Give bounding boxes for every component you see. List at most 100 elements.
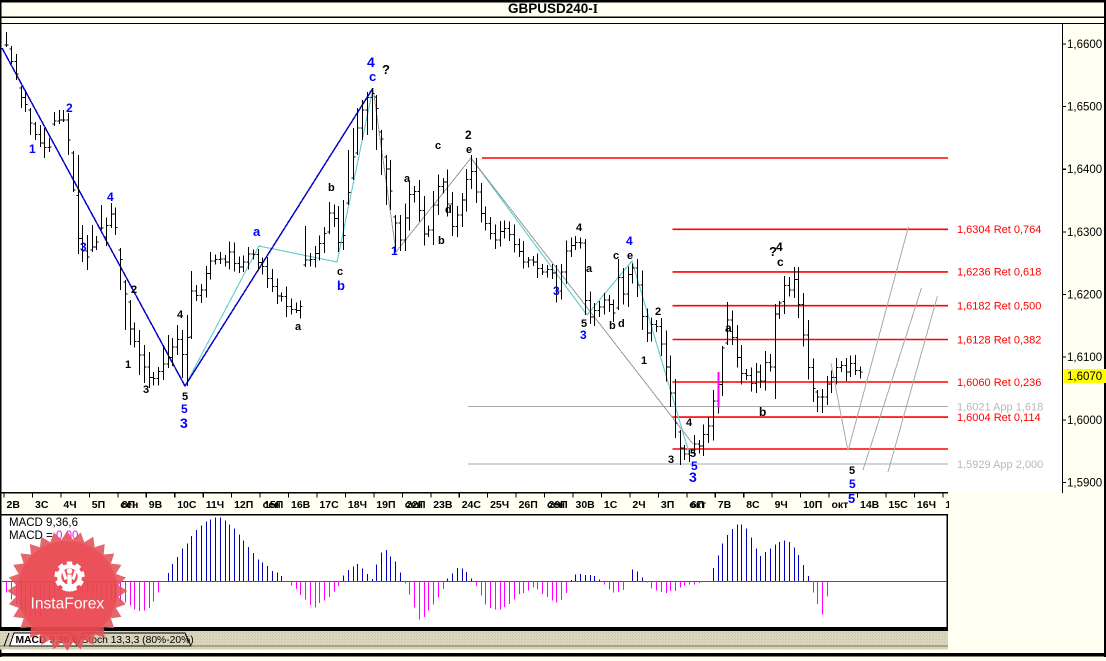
svg-text:2В: 2В [7, 499, 21, 511]
svg-text:2: 2 [131, 284, 137, 296]
svg-text:2: 2 [655, 306, 661, 318]
svg-text:c: c [337, 266, 343, 278]
svg-text:c: c [613, 250, 619, 262]
svg-text:11Ч: 11Ч [206, 499, 224, 511]
svg-text:4: 4 [107, 190, 114, 204]
svg-text:9В: 9В [149, 499, 163, 511]
svg-text:b: b [609, 320, 616, 332]
svg-text:7В: 7В [718, 499, 732, 511]
svg-text:1С: 1С [604, 499, 618, 511]
svg-text:окт: окт [689, 499, 706, 511]
svg-text:8П: 8П [122, 499, 135, 511]
svg-text:2Ч: 2Ч [632, 499, 645, 511]
svg-text:1: 1 [391, 244, 398, 258]
svg-text:1,6004 Ret 0,114: 1,6004 Ret 0,114 [957, 412, 1041, 424]
svg-text:1,6021 App 1,618: 1,6021 App 1,618 [957, 401, 1043, 413]
svg-text:1,6236 Ret 0,618: 1,6236 Ret 0,618 [957, 267, 1041, 279]
svg-text:сен: сен [263, 499, 281, 511]
svg-text:1,5929 App 2,000: 1,5929 App 2,000 [957, 459, 1043, 471]
svg-text:29П: 29П [549, 499, 568, 511]
svg-text:3: 3 [580, 328, 587, 342]
svg-text:1,5900: 1,5900 [1067, 477, 1102, 489]
svg-text:1,6060 Ret 0,236: 1,6060 Ret 0,236 [957, 377, 1041, 389]
svg-text:1: 1 [29, 142, 36, 156]
svg-text:5: 5 [848, 491, 855, 506]
svg-text:4: 4 [177, 309, 184, 321]
svg-text:b: b [337, 278, 345, 293]
svg-text:24С: 24С [462, 499, 482, 511]
svg-text:b: b [438, 235, 445, 247]
svg-text:a: a [725, 321, 732, 335]
svg-text:4Ч: 4Ч [63, 499, 76, 511]
svg-text:5: 5 [690, 448, 696, 460]
svg-text:5: 5 [691, 459, 698, 473]
svg-text:1,6200: 1,6200 [1067, 290, 1102, 302]
svg-text:1,6300: 1,6300 [1067, 227, 1102, 239]
svg-text:4: 4 [686, 417, 693, 429]
svg-text:26П: 26П [519, 499, 538, 511]
svg-text:10С: 10С [177, 499, 197, 511]
svg-text:8С: 8С [746, 499, 760, 511]
svg-text:c: c [777, 255, 784, 269]
svg-text:9Ч: 9Ч [775, 499, 788, 511]
svg-text:d: d [445, 204, 452, 216]
svg-text:3: 3 [668, 454, 674, 466]
svg-text:c: c [369, 69, 376, 84]
svg-text:4: 4 [776, 240, 783, 254]
svg-text:b: b [328, 182, 335, 194]
svg-text:18Ч: 18Ч [348, 499, 367, 511]
svg-text:3С: 3С [35, 499, 49, 511]
svg-text:30В: 30В [576, 499, 596, 511]
svg-text:Stoch 13,3,3 (80%-20%): Stoch 13,3,3 (80%-20%) [82, 635, 194, 646]
svg-text:25Ч: 25Ч [490, 499, 509, 511]
svg-text:a: a [586, 263, 593, 275]
svg-text:4: 4 [576, 222, 583, 234]
svg-text:1,6100: 1,6100 [1067, 352, 1102, 364]
svg-text:a: a [295, 321, 302, 333]
svg-text:14В: 14В [860, 499, 880, 511]
svg-text:5: 5 [182, 391, 188, 403]
svg-text:3: 3 [553, 284, 560, 298]
svg-text:?: ? [382, 62, 390, 77]
svg-text:1,6304 Ret 0,764: 1,6304 Ret 0,764 [957, 224, 1041, 236]
svg-text:GBPUSD240-I: GBPUSD240-I [508, 1, 598, 16]
svg-text:22П: 22П [406, 499, 425, 511]
svg-text:c: c [435, 140, 441, 152]
svg-text:b: b [759, 405, 766, 419]
svg-text:1,6128 Ret 0,382: 1,6128 Ret 0,382 [957, 334, 1041, 346]
svg-text:?: ? [769, 244, 777, 259]
svg-text:a: a [253, 224, 261, 239]
svg-text:16В: 16В [291, 499, 311, 511]
svg-text:6П: 6П [691, 499, 704, 511]
svg-text:5: 5 [181, 402, 188, 416]
svg-text:окт: окт [832, 499, 849, 511]
svg-text:1,6070: 1,6070 [1067, 371, 1102, 383]
svg-text:1: 1 [641, 355, 647, 367]
svg-text:a: a [404, 173, 411, 185]
svg-text:12П: 12П [234, 499, 253, 511]
svg-text:4: 4 [626, 234, 633, 248]
svg-text:2: 2 [465, 128, 472, 142]
svg-text:15П: 15П [264, 499, 283, 511]
svg-text:15С: 15С [888, 499, 908, 511]
svg-text:1,6500: 1,6500 [1067, 102, 1102, 114]
svg-text:сен: сен [120, 499, 138, 511]
svg-text:5: 5 [849, 477, 856, 491]
svg-text:16Ч: 16Ч [917, 499, 936, 511]
svg-text:5: 5 [849, 465, 855, 477]
svg-text:1,6400: 1,6400 [1067, 164, 1102, 176]
svg-text:3: 3 [143, 384, 149, 396]
svg-text:2: 2 [66, 101, 73, 115]
svg-text:1,6600: 1,6600 [1067, 39, 1102, 51]
svg-text:1: 1 [125, 359, 131, 371]
svg-text:d: d [618, 318, 625, 330]
svg-text:19П: 19П [376, 499, 395, 511]
svg-text:InstaForex: InstaForex [31, 596, 105, 613]
svg-text:MACD 9,36,6: MACD 9,36,6 [9, 517, 78, 529]
svg-text:5П: 5П [92, 499, 105, 511]
svg-text:10П: 10П [803, 499, 822, 511]
svg-text:e: e [627, 250, 633, 262]
svg-text:e: e [466, 144, 472, 156]
svg-text:3: 3 [80, 240, 87, 254]
svg-text:23В: 23В [433, 499, 453, 511]
